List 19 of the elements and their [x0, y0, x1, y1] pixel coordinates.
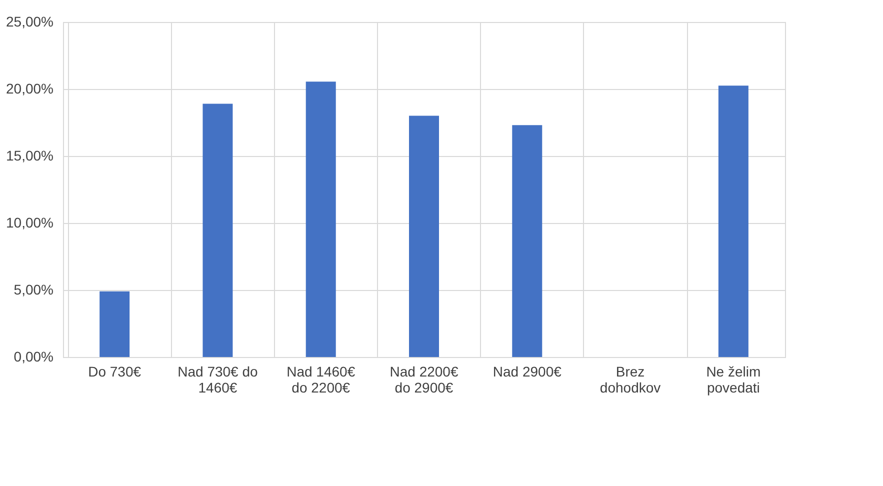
x-tick-label: Nad 1460€ do 2200€: [286, 364, 356, 396]
x-tick-label: Ne želim povedati: [706, 364, 761, 396]
bar: [409, 116, 439, 357]
y-tick-label: 15,00%: [6, 148, 54, 164]
y-tick-label: 0,00%: [14, 348, 54, 364]
bar: [512, 125, 542, 357]
y-tick-label: 25,00%: [6, 14, 54, 30]
bar: [306, 82, 336, 357]
bar: [100, 291, 130, 357]
y-tick-label: 10,00%: [6, 214, 54, 230]
x-tick-label: Nad 2900€: [492, 364, 562, 380]
x-tick-label: Brez dohodkov: [600, 364, 661, 396]
x-tick-label: Nad 730€ do 1460€: [178, 364, 258, 396]
x-tick-label: Nad 2200€ do 2900€: [390, 364, 458, 396]
x-tick-label: Do 730€: [88, 364, 142, 380]
y-tick-label: 5,00%: [14, 282, 54, 298]
bar: [202, 104, 233, 357]
y-tick-label: 20,00%: [6, 80, 54, 96]
bar: [718, 86, 748, 357]
